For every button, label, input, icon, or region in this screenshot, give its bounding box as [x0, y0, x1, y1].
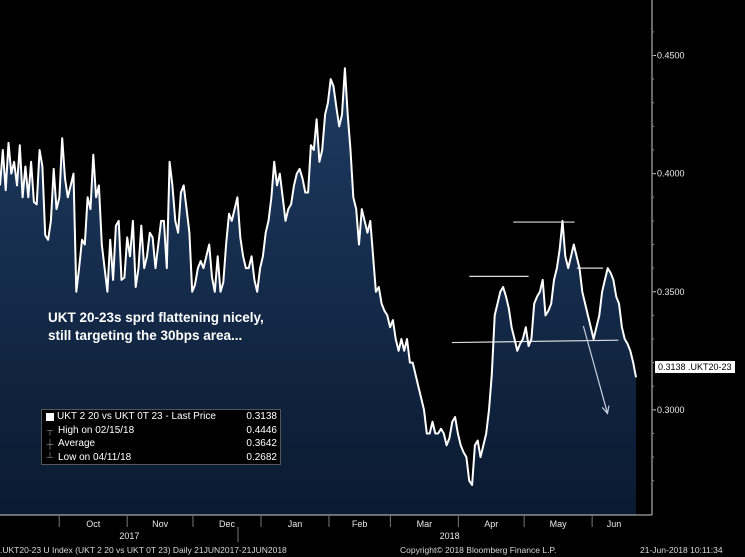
y-tick-label: 0.3000: [657, 405, 685, 415]
chart-annotation: UKT 20-23s sprd flattening nicely, still…: [48, 309, 264, 345]
x-month-label: Oct: [86, 519, 101, 529]
footer-copyright: Copyright© 2018 Bloomberg Finance L.P.: [400, 545, 557, 555]
legend-label: Low on 04/11/18: [58, 451, 132, 463]
legend-value: 0.3642: [246, 438, 277, 450]
x-month-label: Jun: [607, 519, 622, 529]
legend: UKT 2 20 vs UKT 0T 23 - Last Price 0.313…: [41, 409, 281, 465]
down-arrow-annotation: [582, 325, 610, 415]
x-month-label: May: [550, 519, 568, 529]
tree-connector-icon: ┼: [46, 438, 54, 449]
footer-security-info: .UKT20-23 U Index (UKT 2 20 vs UKT 0T 23…: [0, 545, 287, 555]
tree-connector-icon: ┬: [46, 425, 54, 436]
arrow-shaft: [582, 325, 609, 414]
x-year-label: 2017: [119, 531, 139, 541]
footer: .UKT20-23 U Index (UKT 2 20 vs UKT 0T 23…: [0, 543, 745, 557]
legend-row-average: ┼ Average 0.3642: [42, 437, 280, 451]
legend-title-row: UKT 2 20 vs UKT 0T 23 - Last Price 0.313…: [42, 410, 280, 424]
footer-timestamp: 21-Jun-2018 10:11:34: [640, 545, 723, 555]
x-month-label: Feb: [352, 519, 368, 529]
x-month-label: Mar: [417, 519, 433, 529]
series-area-fill: [0, 68, 636, 516]
x-month-label: Nov: [152, 519, 169, 529]
legend-value: 0.4446: [246, 424, 277, 436]
y-axis-right: 0.3000 0.3500 0.4000 0.4500: [651, 0, 685, 515]
legend-row-high: ┬ High on 02/15/18 0.4446: [42, 424, 280, 438]
y-tick-label: 0.4000: [657, 169, 685, 179]
y-tick-label: 0.4500: [657, 51, 685, 61]
legend-label: Average: [58, 438, 96, 450]
y-tick-label: 0.3500: [657, 287, 685, 297]
trend-line: [451, 339, 619, 344]
annotation-line-1: UKT 20-23s sprd flattening nicely,: [48, 310, 264, 325]
x-month-label: Apr: [484, 519, 498, 529]
series-swatch: [46, 412, 54, 421]
legend-title-value: 0.3138: [246, 411, 277, 423]
series-line: [0, 67, 637, 486]
legend-title: UKT 2 20 vs UKT 0T 23 - Last Price: [57, 411, 216, 423]
x-axis-bottom: Oct Nov Dec Jan Feb Mar Apr May Jun 2017 2018: [0, 514, 652, 542]
arrow-head: [601, 405, 610, 415]
trend-lines: [451, 221, 619, 344]
x-month-label: Jan: [288, 519, 303, 529]
x-month-label: Dec: [219, 519, 236, 529]
legend-value: 0.2682: [246, 451, 277, 463]
last-price-tag: 0.3138 .UKT20-23: [654, 360, 736, 374]
x-year-label: 2018: [440, 531, 460, 541]
legend-row-low: ┴ Low on 04/11/18 0.2682: [42, 451, 280, 465]
tree-connector-icon: ┴: [46, 452, 54, 463]
legend-label: High on 02/15/18: [58, 424, 135, 436]
annotation-line-2: still targeting the 30bps area...: [48, 328, 243, 343]
